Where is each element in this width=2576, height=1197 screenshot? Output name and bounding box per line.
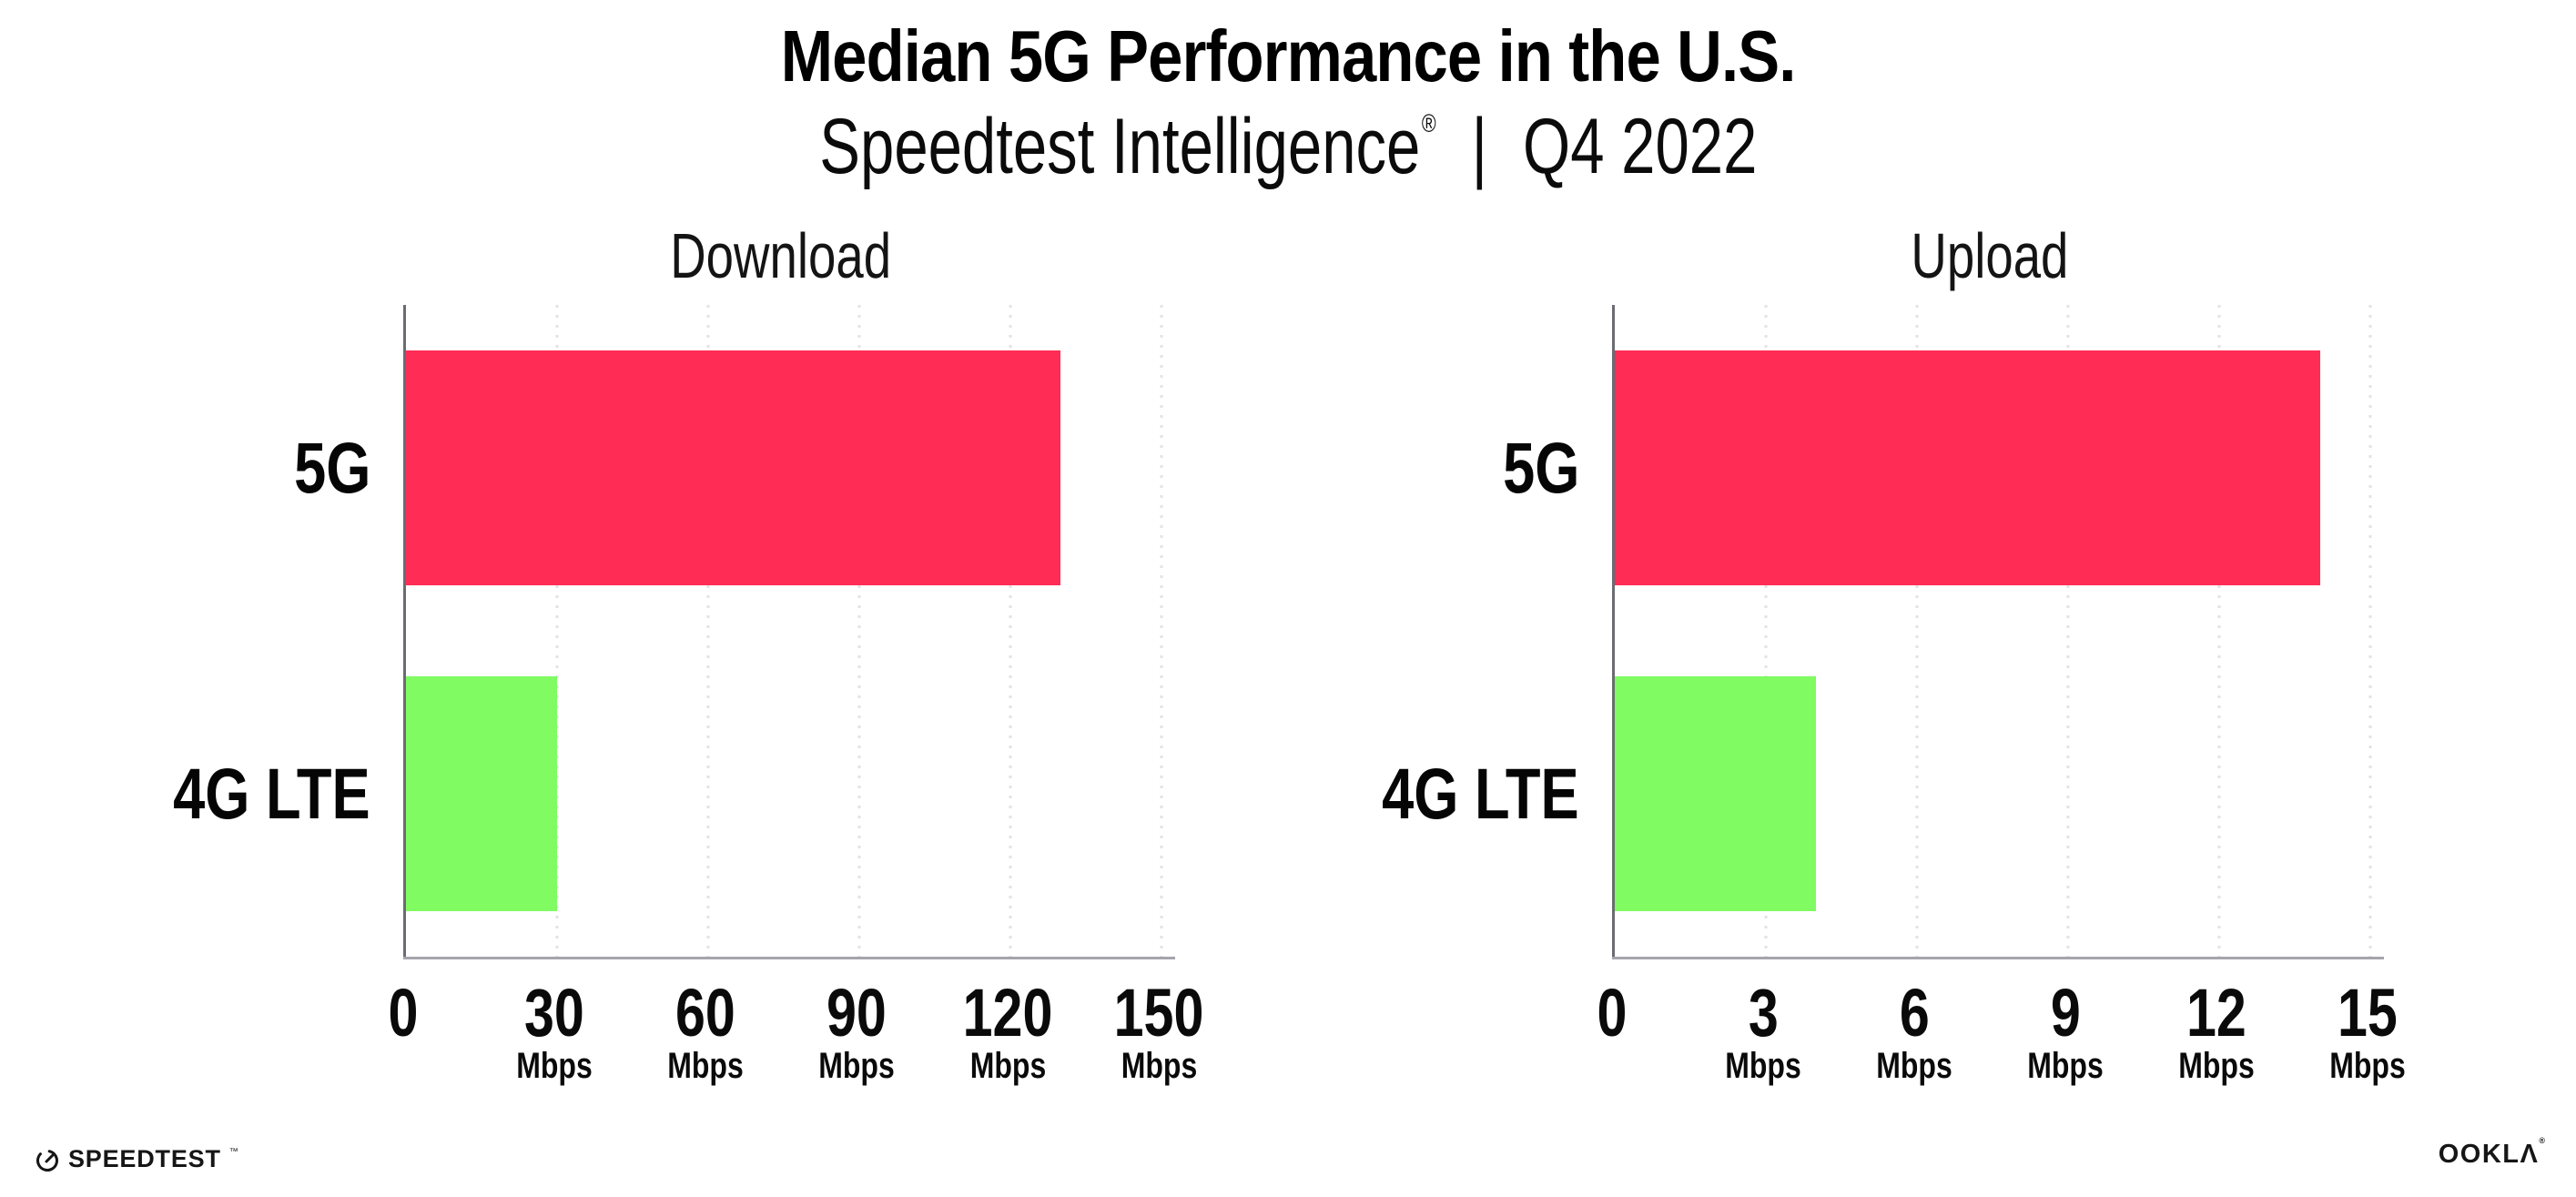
download-chart-title: Download — [670, 220, 892, 291]
speedtest-gauge-icon — [35, 1147, 60, 1172]
gridline-3-mbps — [1764, 305, 1768, 957]
x-tick-unit: Mbps — [516, 1046, 593, 1086]
page-title: Median 5G Performance in the U.S. — [780, 15, 1797, 96]
gridline-15-mbps — [2368, 305, 2372, 957]
x-tick-value: 15 — [2338, 975, 2398, 1050]
figure-footer: SPEEDTEST ™ OOKLΛ® — [0, 1133, 2576, 1197]
x-tick-unit: Mbps — [1876, 1046, 1952, 1086]
x-tick-3: 3 Mbps — [1716, 975, 1810, 1086]
upload-chart-title: Upload — [1911, 220, 2069, 291]
gridline-9-mbps — [2066, 305, 2070, 957]
gridline-12-mbps — [2217, 305, 2221, 957]
download-chart: Download 5G 4G LTE 0 30 Mbps 60 Mbps 90 Mbps 12… — [137, 214, 1204, 1105]
speedtest-logo: SPEEDTEST ™ — [35, 1145, 238, 1173]
x-tick-value: 90 — [827, 975, 887, 1050]
upload-chart-body: 5G 4G LTE — [1345, 305, 2384, 959]
registered-mark: ® — [2539, 1136, 2545, 1146]
registered-mark: ® — [1421, 109, 1436, 138]
figure-header: Median 5G Performance in the U.S. Speedt… — [0, 0, 2576, 187]
subtitle-period: Q4 2022 — [1522, 103, 1758, 190]
gridline-150-mbps — [1160, 305, 1163, 957]
bar-5g — [406, 350, 1061, 585]
x-tick-value: 9 — [2050, 975, 2081, 1050]
upload-chart: Upload 5G 4G LTE 0 3 Mbps 6 Mbps 9 Mbps 12 Mbps 1… — [1345, 214, 2406, 1105]
subtitle-separator: | — [1471, 103, 1487, 190]
page-subtitle: Speedtest Intelligence® | Q4 2022 — [0, 107, 2576, 186]
gridline-30-mbps — [555, 305, 559, 957]
category-label-4g-lte: 4G LTE — [1382, 753, 1579, 834]
subtitle-brand: Speedtest Intelligence — [818, 103, 1421, 190]
x-tick-value: 6 — [1899, 975, 1930, 1050]
x-tick-90: 90 Mbps — [809, 975, 904, 1086]
x-tick-value: 12 — [2186, 975, 2246, 1050]
x-tick-9: 9 Mbps — [2018, 975, 2113, 1086]
x-tick-unit: Mbps — [818, 1046, 895, 1086]
x-tick-0: 0 — [384, 975, 421, 1050]
x-tick-6: 6 Mbps — [1867, 975, 1962, 1086]
upload-category-labels: 5G 4G LTE — [1345, 305, 1612, 957]
x-tick-value: 120 — [962, 975, 1053, 1050]
x-tick-12: 12 Mbps — [2169, 975, 2264, 1086]
gridline-6-mbps — [1915, 305, 1919, 957]
x-tick-unit: Mbps — [1121, 1046, 1197, 1086]
x-tick-value: 60 — [675, 975, 735, 1050]
x-tick-unit: Mbps — [2178, 1046, 2255, 1086]
category-label-5g: 5G — [1502, 427, 1579, 508]
x-tick-value: 150 — [1113, 975, 1204, 1050]
bar-4g-lte — [1615, 676, 1817, 911]
x-tick-value: 0 — [1597, 975, 1628, 1050]
x-tick-unit: Mbps — [2027, 1046, 2104, 1086]
upload-plot-area — [1612, 305, 2384, 959]
x-tick-unit: Mbps — [1725, 1046, 1801, 1086]
x-tick-150: 150 Mbps — [1102, 975, 1214, 1086]
x-tick-60: 60 Mbps — [658, 975, 753, 1086]
x-tick-value: 30 — [524, 975, 584, 1050]
category-label-4g-lte: 4G LTE — [173, 753, 370, 834]
download-category-labels: 5G 4G LTE — [137, 305, 403, 957]
x-tick-120: 120 Mbps — [951, 975, 1063, 1086]
x-tick-unit: Mbps — [969, 1046, 1046, 1086]
x-tick-15: 15 Mbps — [2320, 975, 2415, 1086]
download-chart-body: 5G 4G LTE — [137, 305, 1175, 959]
speedtest-wordmark: SPEEDTEST — [68, 1145, 221, 1172]
bar-4g-lte — [406, 676, 557, 911]
x-tick-value: 0 — [388, 975, 419, 1050]
category-label-5g: 5G — [293, 427, 370, 508]
upload-x-axis-ticks: 0 3 Mbps 6 Mbps 9 Mbps 12 Mbps 15 Mbps — [1597, 975, 2406, 1105]
gridline-90-mbps — [857, 305, 861, 957]
x-tick-unit: Mbps — [667, 1046, 744, 1086]
x-tick-30: 30 Mbps — [507, 975, 602, 1086]
x-tick-0: 0 — [1593, 975, 1630, 1050]
x-tick-value: 3 — [1748, 975, 1779, 1050]
ookla-wordmark: OOKLΛ — [2438, 1140, 2540, 1169]
download-x-axis-ticks: 0 30 Mbps 60 Mbps 90 Mbps 120 Mbps 150 Mbps — [389, 975, 1204, 1105]
trademark-mark: ™ — [228, 1147, 238, 1157]
gridline-120-mbps — [1009, 305, 1012, 957]
gridline-60-mbps — [706, 305, 710, 957]
bar-5g — [1615, 350, 2320, 585]
download-plot-area — [403, 305, 1175, 959]
ookla-logo: OOKLΛ® — [2438, 1136, 2545, 1170]
x-tick-unit: Mbps — [2329, 1046, 2406, 1086]
